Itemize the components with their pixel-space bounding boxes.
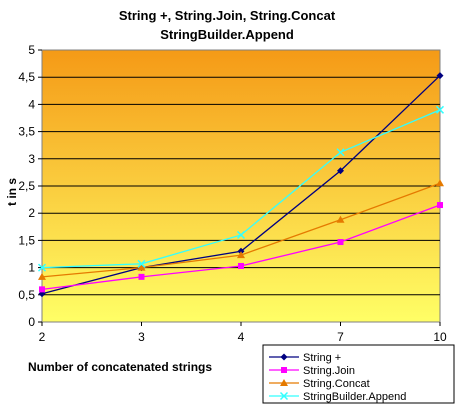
chart-title-line-2: StringBuilder.Append (160, 27, 294, 42)
series-3-point (137, 259, 146, 268)
series-1-point (39, 286, 45, 293)
series-3-point (435, 105, 445, 114)
legend-swatch-marker (281, 367, 287, 373)
x-tick-label: 7 (337, 330, 344, 344)
series-3-point (336, 148, 345, 157)
series-2-point (38, 272, 46, 280)
y-tick-label: 5 (28, 43, 35, 57)
series-3-point (37, 263, 47, 272)
y-tick-label: 3 (28, 152, 35, 166)
y-tick-label: 1 (28, 261, 35, 275)
series-2-point (137, 263, 146, 271)
y-axis-ticks: 0 0,5 1 1,5 2 2,5 3 3,5 4 4,5 5 (18, 43, 42, 329)
series-layer (37, 72, 445, 298)
y-tick-label: 0,5 (18, 288, 35, 302)
series-2-point (237, 251, 245, 259)
y-tick-label: 3,5 (18, 125, 35, 139)
x-axis-label: Number of concatenated strings (28, 360, 212, 374)
y-tick-label: 2,5 (18, 179, 35, 193)
y-tick-label: 4 (28, 97, 35, 111)
y-tick-label: 0 (28, 315, 35, 329)
legend-box (262, 344, 455, 404)
series-1-point (437, 202, 443, 209)
legend-swatch-marker (280, 379, 288, 386)
y-tick-label: 2 (28, 206, 35, 220)
legend-swatch-marker (279, 391, 289, 401)
series-0-point (436, 72, 444, 80)
y-tick-label: 1,5 (18, 233, 35, 247)
legend: String +String.JoinString.ConcatStringBu… (262, 344, 455, 404)
legend-item-label: String.Concat (303, 378, 370, 390)
x-tick-label: 3 (138, 330, 145, 344)
y-axis-label: t in s (5, 178, 19, 206)
x-tick-label: 10 (433, 330, 447, 344)
series-1-point (238, 262, 244, 269)
chart-title-line-1: String +, String.Join, String.Concat (119, 8, 336, 23)
series-2-point (336, 215, 345, 223)
grid-lines (42, 76, 440, 296)
series-3-point (236, 230, 246, 239)
series-0-point (337, 167, 344, 175)
x-tick-label: 4 (238, 330, 245, 344)
legend-item-label: String.Join (303, 365, 355, 377)
x-tick-label: 2 (39, 330, 46, 344)
legend-item-label: String + (303, 352, 341, 364)
y-tick-label: 4,5 (18, 70, 35, 84)
x-axis-ticks: 2 3 4 7 10 (39, 322, 447, 344)
series-1-point (138, 273, 145, 280)
series-2-point (436, 179, 444, 187)
series-1-point (337, 239, 344, 246)
legend-swatch-marker (280, 353, 288, 361)
legend-item-label: StringBuilder.Append (303, 391, 406, 403)
